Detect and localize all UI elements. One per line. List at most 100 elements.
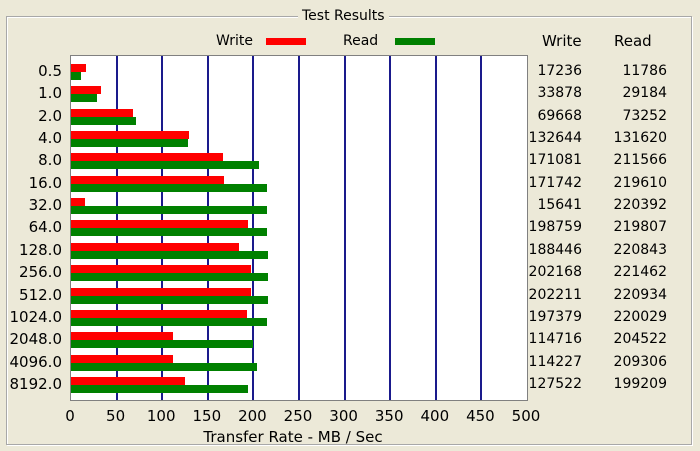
write-bar — [71, 198, 85, 206]
write-value: 202211 — [528, 286, 582, 303]
x-tick-label: 450 — [466, 407, 495, 425]
write-value: 127522 — [528, 375, 582, 392]
x-axis-label: Transfer Rate - MB / Sec — [203, 428, 383, 446]
write-value: 198759 — [528, 219, 582, 236]
write-bar — [71, 288, 251, 296]
read-bar — [71, 184, 267, 192]
write-value: 15641 — [537, 197, 582, 214]
read-value: 204522 — [613, 331, 667, 348]
read-value: 220934 — [613, 286, 667, 303]
grid-line — [298, 56, 300, 400]
read-bar — [71, 117, 136, 125]
legend-write-swatch — [266, 38, 306, 45]
block-size-label: 0.5 — [38, 62, 62, 80]
read-bar — [71, 296, 268, 304]
x-tick-label: 0 — [65, 407, 75, 425]
read-value: 11786 — [622, 63, 667, 79]
read-value: 219610 — [613, 174, 667, 191]
read-value: 221462 — [613, 264, 667, 281]
read-value: 73252 — [622, 107, 667, 124]
write-bar — [71, 265, 251, 273]
read-bar — [71, 228, 267, 236]
block-size-label: 1024.0 — [9, 307, 63, 326]
legend-read-label: Read — [343, 33, 379, 49]
read-bar — [71, 318, 267, 326]
group-title: Test Results — [298, 8, 389, 24]
write-bar — [71, 355, 173, 363]
block-size-label: 64.0 — [28, 218, 62, 237]
read-bar — [71, 161, 259, 169]
write-value: 188446 — [528, 241, 582, 258]
read-bar — [71, 363, 257, 371]
x-tick-label: 500 — [511, 407, 541, 425]
read-value: 131620 — [613, 130, 667, 147]
grid-line — [435, 56, 437, 400]
x-tick-label: 200 — [238, 407, 267, 425]
x-tick-label: 50 — [106, 407, 126, 425]
write-column-header: Write — [542, 32, 582, 50]
write-value: 202168 — [528, 264, 582, 281]
read-bar — [71, 273, 268, 281]
read-bar — [71, 385, 248, 393]
read-value: 220392 — [613, 197, 667, 214]
write-value: 114716 — [528, 331, 582, 348]
write-value: 171742 — [528, 174, 582, 191]
write-bar — [71, 64, 86, 72]
read-value: 220029 — [613, 308, 667, 325]
block-size-label: 4.0 — [38, 129, 62, 148]
grid-line — [480, 56, 482, 400]
read-value: 29184 — [622, 85, 667, 102]
write-value: 171081 — [528, 152, 582, 169]
write-value: 69668 — [537, 107, 582, 124]
write-value: 114227 — [528, 353, 582, 370]
write-value: 17236 — [537, 63, 582, 79]
grid-line — [389, 56, 391, 400]
write-value: 33878 — [537, 85, 582, 102]
write-bar — [71, 131, 189, 139]
block-size-label: 16.0 — [28, 173, 62, 192]
write-bar — [71, 153, 223, 161]
block-size-label: 8.0 — [38, 151, 62, 170]
x-tick-label: 150 — [192, 407, 222, 425]
block-size-label: 2048.0 — [9, 330, 63, 349]
read-value: 219807 — [613, 219, 667, 236]
read-value: 199209 — [613, 375, 667, 392]
write-value: 132644 — [528, 130, 582, 147]
block-size-label: 512.0 — [19, 285, 62, 304]
legend-read-swatch — [395, 38, 435, 45]
read-bar — [71, 206, 267, 214]
x-tick-label: 400 — [420, 407, 450, 425]
read-column-header: Read — [614, 32, 652, 50]
chart-plot-area — [70, 55, 528, 401]
block-size-label: 256.0 — [19, 263, 62, 282]
block-size-label: 8192.0 — [9, 374, 63, 393]
write-bar — [71, 86, 101, 94]
write-bar — [71, 243, 239, 251]
read-bar — [71, 340, 253, 348]
block-size-label: 32.0 — [28, 196, 62, 215]
grid-line — [344, 56, 346, 400]
read-value: 220843 — [613, 241, 667, 258]
x-tick-label: 250 — [283, 407, 313, 425]
read-bar — [71, 94, 97, 102]
x-tick-label: 300 — [329, 407, 358, 425]
block-size-label: 128.0 — [19, 240, 62, 259]
block-size-label: 4096.0 — [9, 352, 63, 371]
write-value: 197379 — [528, 308, 582, 325]
read-bar — [71, 139, 188, 147]
write-bar — [71, 220, 248, 228]
legend-write-label: Write — [216, 33, 253, 49]
read-value: 209306 — [613, 353, 667, 370]
write-bar — [71, 332, 173, 340]
write-bar — [71, 377, 185, 385]
block-size-label: 2.0 — [38, 106, 62, 125]
read-bar — [71, 72, 81, 80]
block-size-label: 1.0 — [38, 84, 62, 103]
read-value: 211566 — [613, 152, 667, 169]
write-bar — [71, 310, 247, 318]
x-tick-label: 350 — [374, 407, 404, 425]
write-bar — [71, 109, 133, 117]
read-bar — [71, 251, 268, 259]
x-tick-label: 100 — [146, 407, 176, 425]
write-bar — [71, 176, 224, 184]
